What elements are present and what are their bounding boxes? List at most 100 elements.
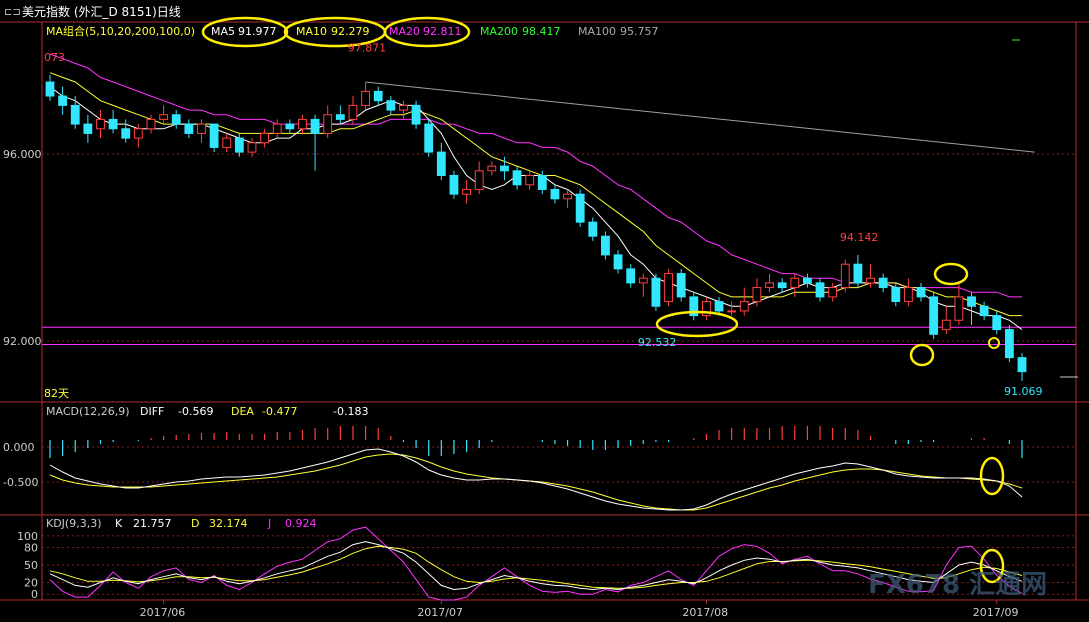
candle-body-9 [159, 114, 169, 120]
candle-body-48 [651, 277, 661, 307]
candle-body-60 [802, 277, 812, 284]
candle-body-39 [537, 174, 547, 190]
ma-legend-ma20: MA20 92.811 [389, 25, 462, 38]
ma200-value: 98.417 [522, 25, 561, 38]
price-tick-92: 92.000 [3, 335, 42, 348]
highlight-ellipse-shadow [933, 262, 969, 286]
price-label-2: 92.532 [638, 336, 677, 349]
candle-body-29 [411, 104, 421, 125]
candle-body-76 [1004, 329, 1014, 359]
candle-body-49 [664, 273, 673, 303]
ma20-value: 92.811 [423, 25, 462, 38]
candle-body-23 [335, 114, 345, 120]
ma10-name: MA10 [296, 25, 327, 38]
highlight-ellipse-small [988, 337, 1000, 349]
chart-title: 美元指数 (外汇_D 8151)日线 [22, 4, 181, 19]
candle-body-74 [979, 305, 989, 317]
candle-body-16 [247, 142, 257, 153]
candle-body-7 [133, 128, 143, 139]
highlight-ellipse-low [655, 310, 739, 338]
candle-body-54 [727, 310, 737, 313]
bars-count-label: 82天 [44, 387, 69, 400]
candle-body-46 [626, 268, 636, 284]
candle-body-38 [525, 174, 535, 186]
highlight-ellipse-kdj [979, 548, 1005, 584]
candle-body-33 [462, 188, 471, 195]
candle-body-66 [878, 277, 888, 289]
ma200-name: MA200 [480, 25, 518, 38]
candle-body-61 [815, 282, 825, 298]
candle-body-51 [689, 296, 699, 317]
candle-body-36 [500, 165, 509, 172]
highlight-ellipse-ma5 [201, 16, 289, 48]
macd-tick-0: 0.000 [3, 441, 35, 454]
candle-body-77 [1017, 357, 1027, 373]
candle-body-11 [184, 123, 194, 134]
macd-tick-minus-05: -0.500 [3, 476, 38, 489]
candle-body-12 [197, 123, 206, 134]
highlight-ellipse-macd [979, 456, 1005, 496]
ma100-name: MA100 [578, 25, 616, 38]
candle-body-55 [739, 301, 749, 312]
candle-body-14 [222, 137, 232, 148]
candle-body-57 [765, 282, 774, 289]
candle-body-52 [702, 301, 711, 317]
macd-diff-value: -0.569 [178, 405, 213, 418]
candle-body-3 [83, 123, 93, 134]
candle-body-24 [348, 104, 358, 120]
price-label-3: 94.142 [840, 231, 879, 244]
candle-body-6 [121, 128, 131, 139]
x-tick-label-1: 2017/07 [417, 606, 463, 619]
candle-body-71 [941, 319, 951, 331]
candle-body-4 [96, 118, 105, 130]
candle-body-31 [436, 151, 446, 176]
candle-body-65 [866, 277, 875, 284]
candle-body-5 [108, 118, 118, 130]
candle-body-27 [386, 100, 396, 111]
ma20-name: MA20 [389, 25, 420, 38]
macd-dea-label: DEA [231, 405, 254, 418]
highlight-ellipse-ma20 [383, 16, 471, 48]
kdj-j-label: J [267, 517, 271, 530]
candle-body-21 [310, 118, 320, 134]
candle-body-56 [752, 287, 762, 303]
candle-body-1 [58, 95, 68, 106]
candle-body-67 [891, 287, 901, 303]
ma100-line [365, 81, 1035, 153]
candle-body-73 [967, 296, 976, 307]
candle-body-25 [361, 90, 370, 106]
ma-group-label: MA组合(5,10,20,200,100,0) [46, 24, 195, 38]
macd-histogram [49, 426, 1023, 458]
candle-body-44 [601, 235, 610, 256]
candle-body-32 [449, 174, 459, 195]
candle-body-30 [424, 123, 434, 153]
kdj-label: KDJ(9,3,3) [46, 517, 102, 530]
candle-body-18 [272, 123, 282, 134]
ma-legend-ma100: MA100 95.757 [578, 25, 659, 38]
candle-body-53 [714, 301, 724, 312]
ma-legend-ma5: MA5 91.977 [211, 25, 277, 38]
candle-body-28 [399, 104, 408, 111]
macd-label: MACD(12,26,9) [46, 405, 130, 418]
menu-icon[interactable]: ⊏⊐ [4, 7, 21, 18]
kdj-tick-2: 50 [24, 559, 38, 572]
candle-body-43 [588, 221, 598, 237]
kdj-lines [49, 526, 1023, 601]
x-tick-label-3: 2017/09 [973, 606, 1019, 619]
candle-body-17 [260, 132, 270, 144]
price-tick-96: 96.000 [3, 148, 42, 161]
candle-body-68 [903, 287, 913, 303]
candle-body-26 [373, 90, 383, 102]
price-label-4: 91.069 [1004, 385, 1043, 398]
candle-body-62 [828, 287, 838, 298]
kdj-tick-4: 0 [31, 588, 38, 601]
watermark: FX678 汇通网 [868, 570, 1047, 600]
x-tick-label-0: 2017/06 [140, 606, 186, 619]
candle-body-13 [209, 123, 219, 148]
candlestick-series [45, 75, 1027, 381]
candle-body-58 [777, 282, 787, 289]
candle-body-0 [45, 81, 55, 97]
candle-body-70 [929, 296, 939, 335]
candle-body-19 [285, 123, 295, 130]
